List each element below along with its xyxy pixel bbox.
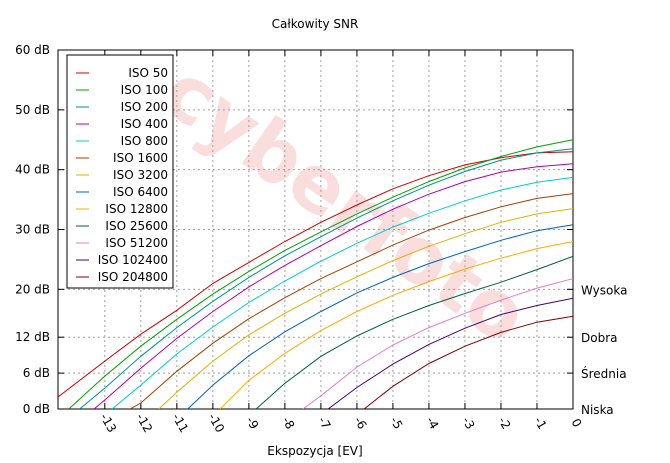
legend-label: ISO 12800 [105, 202, 168, 216]
legend-label: ISO 6400 [113, 185, 168, 199]
quality-label: Wysoka [581, 283, 627, 297]
x-tick-label: -7 [315, 414, 333, 431]
legend-label: ISO 3200 [113, 168, 168, 182]
series-line-iso-800 [111, 176, 573, 409]
x-tick-label: -3 [459, 414, 477, 431]
legend: ISO 50 ISO 100 ISO 200 ISO 400 ISO 800 ISO 16… [66, 54, 174, 289]
series-line-iso-204800 [363, 315, 573, 409]
right-labels: Wysoka Dobra Średnia Niska [581, 283, 627, 417]
y-tick-label: 40 dB [15, 163, 50, 177]
x-tick-label: -10 [205, 411, 227, 435]
legend-label: ISO 200 [121, 100, 168, 114]
series-line-iso-51200 [302, 278, 573, 409]
y-tick-label: 12 dB [15, 330, 50, 344]
series-line-iso-200 [79, 148, 573, 409]
legend-box [66, 54, 174, 289]
series-line-iso-102400 [327, 297, 573, 409]
quality-label: Dobra [581, 331, 618, 345]
y-axis: 0 dB 6 dB 12 dB 20 dB 30 dB 40 dB 50 dB 60 dB [15, 43, 573, 416]
y-tick-label: 30 dB [15, 223, 50, 237]
y-tick-label: 60 dB [15, 43, 50, 57]
quality-label: Niska [581, 403, 614, 417]
series-line-iso-1600 [129, 193, 573, 409]
legend-label: ISO 1600 [113, 151, 168, 165]
series-line-iso-3200 [158, 208, 573, 409]
watermark: cyberfoto [146, 46, 544, 362]
legend-label: ISO 400 [121, 117, 168, 131]
quality-label: Średnia [581, 366, 627, 381]
series-line-iso-400 [93, 163, 573, 409]
legend-label: ISO 204800 [98, 270, 168, 284]
series-line-iso-6400 [187, 224, 573, 409]
legend-label: ISO 100 [121, 83, 168, 97]
x-tick-label: -5 [387, 414, 405, 431]
x-axis-label: Ekspozycja [EV] [267, 444, 362, 458]
y-tick-label: 6 dB [23, 366, 50, 380]
legend-label: ISO 800 [121, 134, 168, 148]
svg-text:cyberfoto: cyberfoto [146, 46, 544, 362]
series-line-iso-12800 [219, 241, 573, 409]
y-tick-label: 0 dB [23, 402, 50, 416]
x-tick-label: -4 [423, 414, 441, 431]
legend-label: ISO 51200 [105, 236, 168, 250]
legend-label: ISO 50 [128, 66, 168, 80]
legend-label: ISO 102400 [98, 253, 168, 267]
x-tick-label: -11 [169, 411, 191, 435]
x-tick-label: -12 [133, 411, 155, 435]
x-tick-label: -2 [495, 414, 513, 431]
y-tick-label: 50 dB [15, 103, 50, 117]
x-tick-label: -1 [531, 414, 549, 431]
series-line-iso-25600 [255, 255, 573, 409]
legend-label: ISO 25600 [105, 219, 168, 233]
x-tick-label: -13 [97, 411, 119, 435]
x-tick-label: -9 [243, 414, 261, 431]
x-tick-label: 0 [568, 416, 584, 430]
series-line-iso-100 [68, 139, 573, 409]
x-tick-label: -6 [351, 414, 369, 431]
x-tick-label: -8 [279, 414, 297, 431]
y-tick-label: 20 dB [15, 282, 50, 296]
chart-title: Całkowity SNR [272, 17, 359, 31]
series-lines [58, 139, 573, 409]
